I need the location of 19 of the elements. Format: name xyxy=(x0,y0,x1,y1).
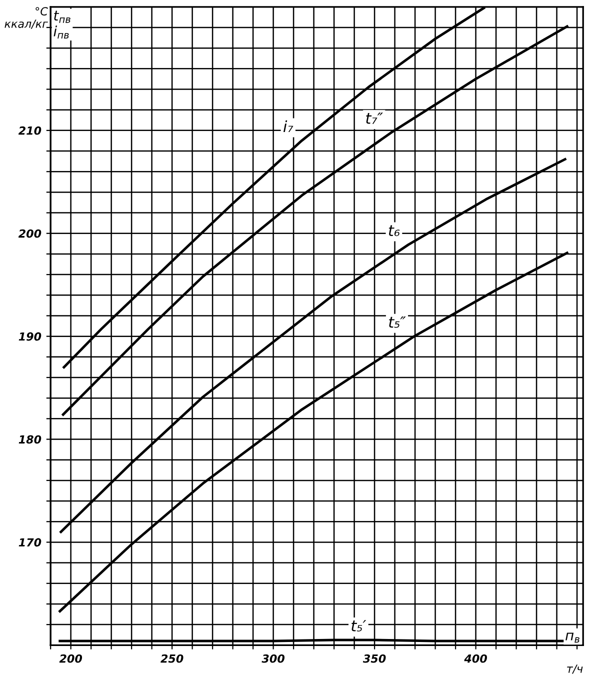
x-tick-label: 400 xyxy=(464,654,487,663)
x-axis-title: т/ч xyxy=(567,664,583,674)
annotation: t$_{пв}$ i$_{пв}$ xyxy=(54,10,70,38)
y-tick-label: 170 xyxy=(18,538,42,547)
x-tick-label: 200 xyxy=(59,654,82,663)
y-tick-label: 210 xyxy=(18,126,42,135)
y-tick-label: 200 xyxy=(18,229,42,238)
series-label: t₅″ xyxy=(389,316,406,328)
annotation: п$_{в}$ xyxy=(566,632,580,643)
series-label: t₆ xyxy=(388,225,400,236)
x-tick-label: 250 xyxy=(160,654,184,663)
y-tick-label: 180 xyxy=(18,435,42,444)
series-label: i₇ xyxy=(283,120,294,132)
x-tick-label: 350 xyxy=(362,654,386,663)
x-tick-label: 300 xyxy=(262,654,285,663)
series-label: t₅′ xyxy=(352,620,366,632)
y-axis-title: °C ккал/кг xyxy=(4,7,48,29)
y-tick-label: 190 xyxy=(18,332,42,341)
series-label: t₇″ xyxy=(366,112,383,124)
